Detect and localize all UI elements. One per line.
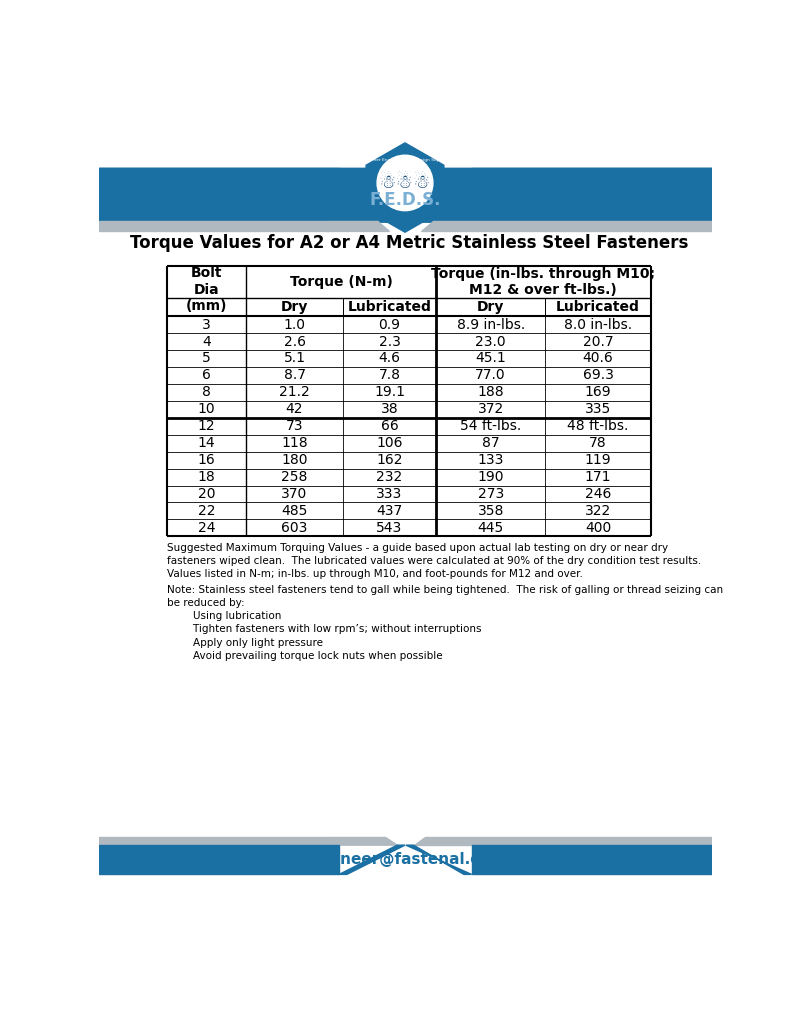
Text: 169: 169 — [585, 385, 611, 399]
Text: Fastener Engineering & Design Support: Fastener Engineering & Design Support — [361, 158, 448, 162]
Text: 22: 22 — [198, 504, 215, 518]
Text: 445: 445 — [478, 521, 504, 535]
Text: 54 ft-lbs.: 54 ft-lbs. — [460, 419, 521, 433]
Bar — [99, 838, 331, 845]
Text: Lubricated: Lubricated — [556, 300, 640, 314]
Text: 1.0: 1.0 — [283, 317, 305, 332]
Text: 5.1: 5.1 — [283, 351, 305, 366]
Text: 437: 437 — [377, 504, 403, 518]
Text: 40.6: 40.6 — [583, 351, 613, 366]
Text: 258: 258 — [282, 470, 308, 484]
Text: 12: 12 — [198, 419, 215, 433]
Text: 333: 333 — [377, 487, 403, 501]
Text: engineer@fastenal.com: engineer@fastenal.com — [304, 852, 506, 867]
Text: ☃☃☃: ☃☃☃ — [379, 173, 431, 193]
Text: 543: 543 — [377, 521, 403, 535]
Bar — [483, 221, 712, 231]
Polygon shape — [406, 845, 471, 874]
Text: 171: 171 — [585, 470, 611, 484]
Text: 8: 8 — [202, 385, 211, 399]
Bar — [471, 168, 712, 222]
Text: 0.9: 0.9 — [379, 317, 400, 332]
Text: Dry: Dry — [281, 300, 308, 314]
Text: 8.7: 8.7 — [283, 369, 305, 382]
Polygon shape — [327, 221, 389, 231]
Circle shape — [377, 156, 433, 211]
Text: Torque (in-lbs. through M10;
M12 & over ft-lbs.): Torque (in-lbs. through M10; M12 & over … — [431, 267, 655, 297]
Text: 2.6: 2.6 — [283, 335, 305, 348]
Text: 180: 180 — [282, 454, 308, 467]
Text: 8.0 in-lbs.: 8.0 in-lbs. — [564, 317, 632, 332]
Text: 18: 18 — [198, 470, 215, 484]
Text: 21.2: 21.2 — [279, 385, 310, 399]
Bar — [99, 221, 327, 231]
Text: 400: 400 — [585, 521, 611, 535]
Polygon shape — [339, 845, 405, 874]
Text: 2.3: 2.3 — [379, 335, 400, 348]
Bar — [471, 845, 712, 874]
Text: Torque Values for A2 or A4 Metric Stainless Steel Fasteners: Torque Values for A2 or A4 Metric Stainl… — [130, 234, 688, 252]
Text: 24: 24 — [198, 521, 215, 535]
Text: 106: 106 — [377, 436, 403, 451]
Text: 118: 118 — [282, 436, 308, 451]
Text: 8.9 in-lbs.: 8.9 in-lbs. — [456, 317, 524, 332]
Text: 322: 322 — [585, 504, 611, 518]
Polygon shape — [331, 838, 397, 845]
Text: 335: 335 — [585, 402, 611, 417]
Polygon shape — [422, 221, 483, 231]
Bar — [479, 838, 712, 845]
Text: 42: 42 — [286, 402, 303, 417]
Text: Bolt
Dia
(mm): Bolt Dia (mm) — [186, 266, 227, 312]
Polygon shape — [366, 143, 444, 232]
Text: 23.0: 23.0 — [475, 335, 506, 348]
Text: Torque (N-m): Torque (N-m) — [290, 274, 392, 289]
Text: 162: 162 — [377, 454, 403, 467]
Text: 485: 485 — [282, 504, 308, 518]
Text: 45.1: 45.1 — [475, 351, 506, 366]
Text: 20: 20 — [198, 487, 215, 501]
Text: 66: 66 — [380, 419, 399, 433]
Text: F.E.D.S.: F.E.D.S. — [369, 190, 441, 209]
Text: 5: 5 — [202, 351, 211, 366]
Text: 190: 190 — [478, 470, 504, 484]
Text: 73: 73 — [286, 419, 303, 433]
Text: Dry: Dry — [477, 300, 505, 314]
Text: 273: 273 — [478, 487, 504, 501]
Text: 69.3: 69.3 — [582, 369, 613, 382]
Text: 77.0: 77.0 — [475, 369, 506, 382]
Text: 119: 119 — [585, 454, 611, 467]
Text: 4: 4 — [202, 335, 211, 348]
Text: 14: 14 — [198, 436, 215, 451]
Text: 10: 10 — [198, 402, 215, 417]
Text: 19.1: 19.1 — [374, 385, 405, 399]
Polygon shape — [414, 838, 479, 845]
Text: 232: 232 — [377, 470, 403, 484]
Text: 48 ft-lbs.: 48 ft-lbs. — [567, 419, 629, 433]
Polygon shape — [406, 168, 712, 222]
Polygon shape — [99, 168, 405, 222]
Bar — [99, 168, 339, 222]
Text: 188: 188 — [477, 385, 504, 399]
Text: Suggested Maximum Torquing Values - a guide based upon actual lab testing on dry: Suggested Maximum Torquing Values - a gu… — [167, 543, 702, 579]
Text: 370: 370 — [282, 487, 308, 501]
Bar — [99, 845, 339, 874]
Text: 6: 6 — [202, 369, 211, 382]
Text: Lubricated: Lubricated — [347, 300, 431, 314]
Text: Note: Stainless steel fasteners tend to gall while being tightened.  The risk of: Note: Stainless steel fasteners tend to … — [167, 585, 723, 660]
Text: 16: 16 — [198, 454, 215, 467]
Text: 78: 78 — [589, 436, 607, 451]
Text: 246: 246 — [585, 487, 611, 501]
Text: 3: 3 — [202, 317, 211, 332]
Text: 603: 603 — [282, 521, 308, 535]
Text: 372: 372 — [478, 402, 504, 417]
Text: 4.6: 4.6 — [379, 351, 400, 366]
Text: 38: 38 — [380, 402, 399, 417]
Text: 358: 358 — [478, 504, 504, 518]
Text: 87: 87 — [482, 436, 499, 451]
Text: 20.7: 20.7 — [583, 335, 613, 348]
Text: 7.8: 7.8 — [379, 369, 400, 382]
Text: 133: 133 — [478, 454, 504, 467]
